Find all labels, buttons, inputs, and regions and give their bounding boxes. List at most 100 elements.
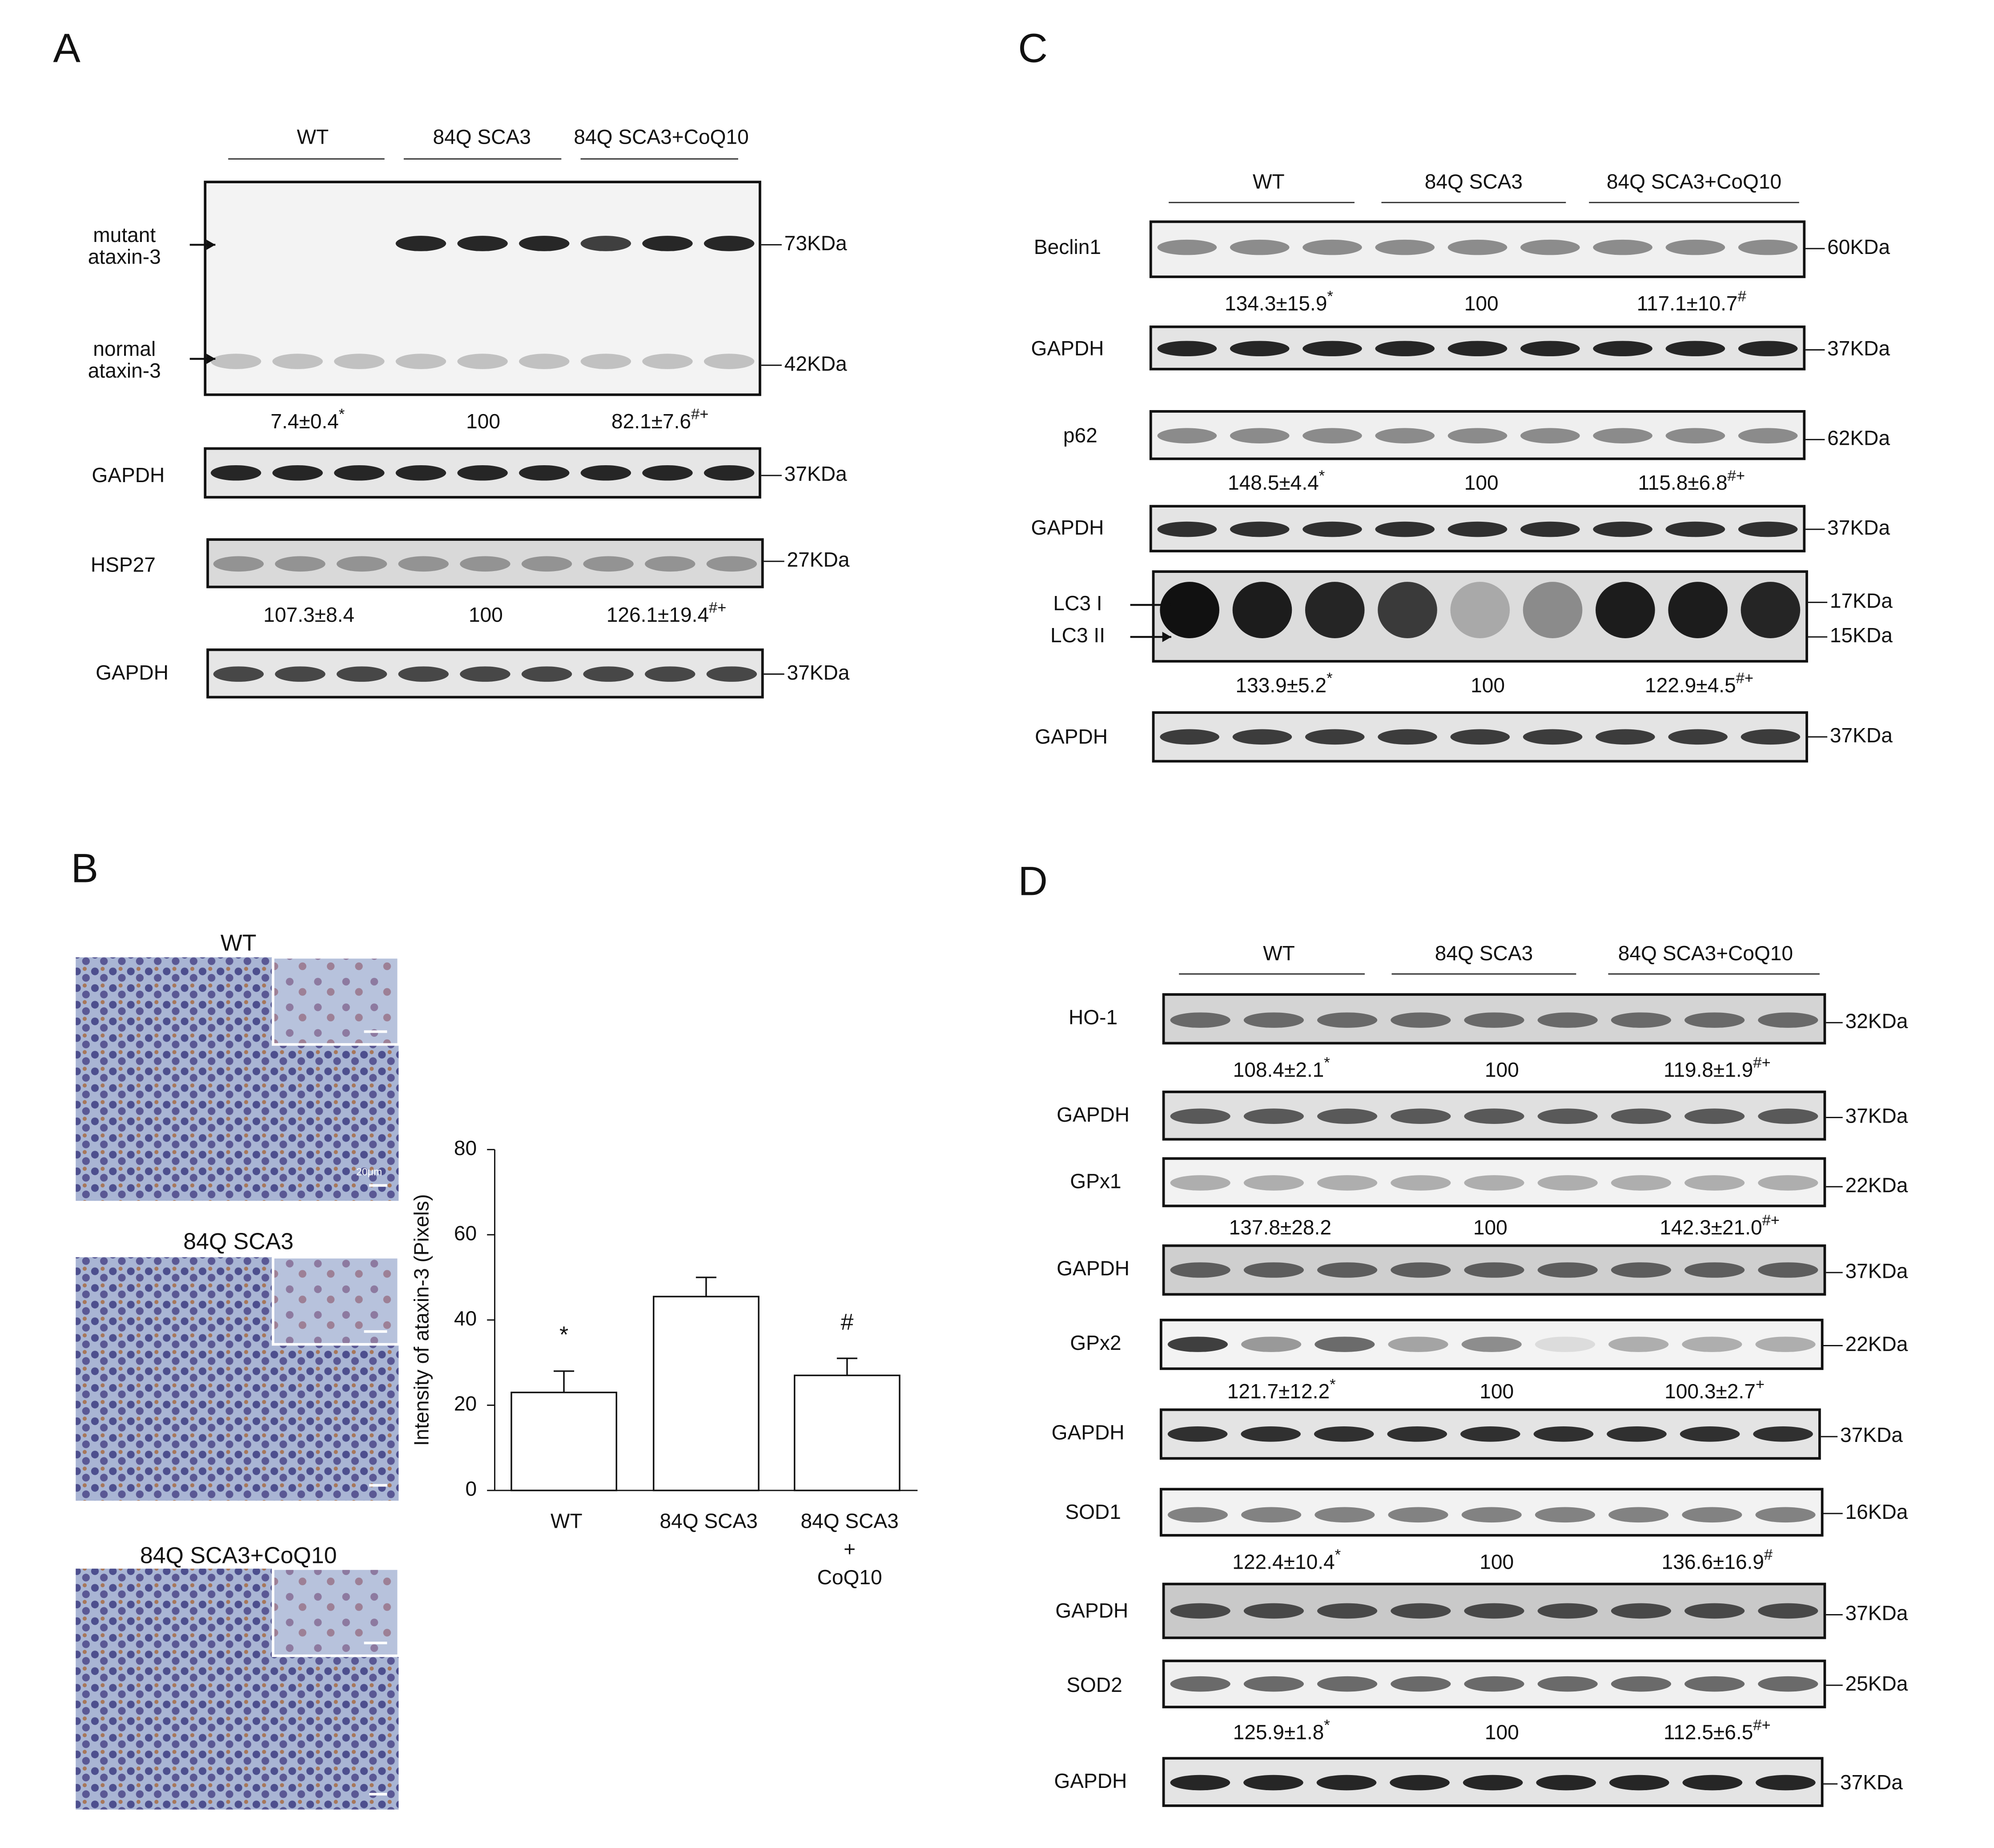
group-header: 84Q SCA3 — [1425, 170, 1523, 193]
mw-marker: 27KDa — [787, 548, 849, 571]
band — [704, 465, 755, 481]
band — [460, 556, 511, 572]
band — [1593, 428, 1652, 443]
mw-marker: 42KDa — [784, 352, 847, 375]
band — [460, 666, 511, 682]
quant-value: 100 — [1464, 471, 1499, 494]
quant-value: 7.4±0.4 — [270, 410, 338, 433]
mw-marker: 16KDa — [1845, 1500, 1908, 1523]
mw-marker: 62KDa — [1827, 426, 1890, 449]
band — [1317, 1175, 1378, 1191]
x-tick-label: + — [844, 1538, 856, 1561]
band — [1611, 1175, 1671, 1191]
band — [398, 556, 449, 572]
band — [1758, 1012, 1818, 1028]
band — [1682, 1507, 1742, 1523]
mw-marker: 60KDa — [1827, 235, 1890, 258]
quantification: 7.4±0.4* — [270, 406, 345, 433]
band — [457, 465, 508, 481]
significance: * — [1327, 288, 1333, 305]
blot — [1162, 1157, 1826, 1208]
band — [642, 465, 693, 481]
significance: #+ — [709, 600, 726, 616]
bar — [794, 1374, 901, 1491]
protein-label: HSP27 — [91, 553, 156, 576]
band — [1157, 341, 1217, 357]
protein-label: GAPDH — [1054, 1769, 1127, 1792]
band — [1665, 239, 1725, 255]
band — [1157, 428, 1217, 443]
band — [336, 666, 387, 682]
band — [1537, 1108, 1598, 1124]
mw-marker: 17KDa — [1830, 589, 1893, 612]
significance: #+ — [691, 406, 708, 423]
band — [1315, 1337, 1375, 1352]
band — [1303, 239, 1362, 255]
group-header: 84Q SCA3+CoQ10 — [1618, 942, 1793, 965]
quantification: 100 — [469, 603, 503, 626]
band — [1170, 1603, 1230, 1619]
band — [1170, 1676, 1230, 1692]
band — [1665, 341, 1725, 357]
image-title: 84Q SCA3+CoQ10 — [140, 1542, 337, 1568]
band — [1317, 1262, 1378, 1278]
protein-label: GAPDH — [1057, 1103, 1130, 1126]
band — [1611, 1012, 1671, 1028]
band — [1170, 1262, 1230, 1278]
band — [272, 465, 323, 481]
quant-value: 107.3±8.4 — [263, 603, 354, 626]
band — [1755, 1337, 1816, 1352]
band — [1305, 729, 1365, 745]
quant-value: 148.5±4.4 — [1228, 471, 1319, 494]
blot — [1149, 410, 1806, 460]
protein-label: GAPDH — [1055, 1599, 1128, 1622]
protein-label: GAPDH — [1031, 516, 1104, 539]
band — [334, 354, 385, 369]
band — [272, 354, 323, 369]
protein-label: ataxin-3 — [88, 359, 161, 382]
group-header: WT — [1263, 942, 1295, 965]
mw-marker: 25KDa — [1845, 1672, 1908, 1695]
quantification: 142.3±21.0#+ — [1660, 1212, 1780, 1239]
band — [519, 465, 570, 481]
quantification: 119.8±1.9#+ — [1664, 1055, 1771, 1081]
x-tick-label: WT — [551, 1509, 583, 1532]
significance: # — [1738, 288, 1747, 305]
band — [275, 666, 326, 682]
band — [1684, 1676, 1745, 1692]
quant-value: 108.4±2.1 — [1233, 1058, 1324, 1081]
bar — [511, 1392, 617, 1491]
significance: #+ — [1753, 1717, 1770, 1734]
quantification: 100 — [1473, 1216, 1508, 1239]
arrow-head — [1162, 632, 1171, 642]
quantification: 134.3±15.9* — [1225, 288, 1333, 315]
band — [1243, 1603, 1304, 1619]
band — [1243, 1012, 1304, 1028]
significance: # — [1764, 1546, 1773, 1563]
band — [1447, 239, 1508, 255]
band — [1738, 428, 1798, 443]
significance: #+ — [1753, 1055, 1770, 1071]
quantification: 125.9±1.8* — [1233, 1717, 1330, 1743]
quant-value: 100 — [469, 603, 503, 626]
quant-value: 115.8±6.8 — [1638, 471, 1727, 494]
quantification: 136.6±16.9# — [1662, 1546, 1773, 1573]
band — [334, 465, 385, 481]
band — [1375, 428, 1435, 443]
y-tick-label: 40 — [454, 1307, 477, 1330]
band — [1243, 1775, 1303, 1791]
group-header: WT — [297, 125, 329, 148]
band — [395, 236, 446, 251]
quantification: 117.1±10.7# — [1637, 288, 1747, 315]
band — [1461, 1337, 1522, 1352]
band — [519, 236, 570, 251]
band — [1167, 1337, 1228, 1352]
band — [1741, 729, 1801, 745]
band — [1378, 582, 1437, 638]
quant-value: 122.4±10.4 — [1232, 1550, 1335, 1573]
mw-marker: 37KDa — [787, 661, 849, 684]
band — [1758, 1603, 1818, 1619]
band — [583, 556, 634, 572]
band — [1464, 1012, 1524, 1028]
x-tick-label: 84Q SCA3 — [660, 1509, 758, 1532]
